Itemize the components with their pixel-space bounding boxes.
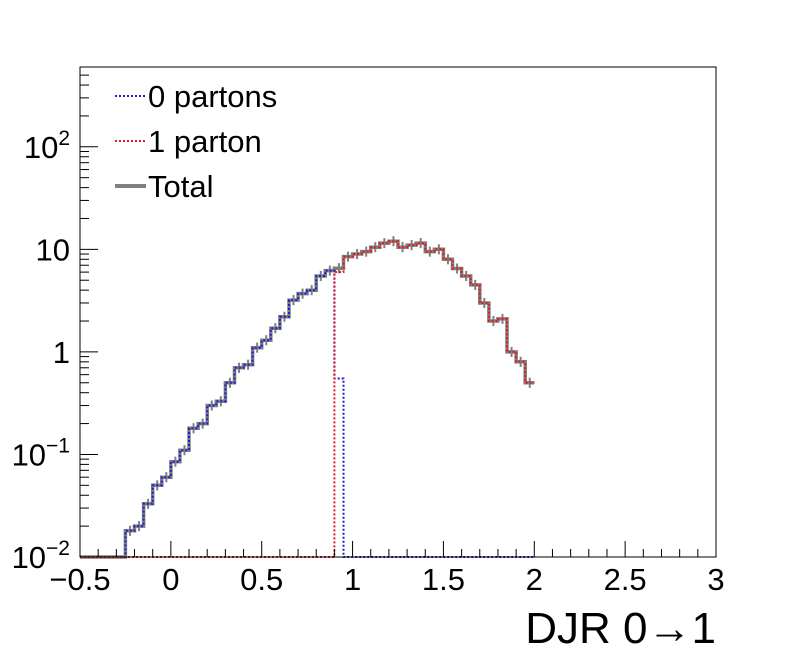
x-tick-label: 0: [162, 562, 179, 597]
x-tick-label: 2.5: [604, 562, 647, 597]
y-axis: 10−2 10−1 1 10 102: [12, 66, 98, 575]
x-tick-label: 1: [344, 562, 361, 597]
x-tick-label: 1.5: [422, 562, 465, 597]
x-tick-label: 2: [526, 562, 543, 597]
plot-frame: [79, 66, 717, 558]
x-tick-label: 3: [707, 562, 724, 597]
legend: 0 partons 1 parton Total: [115, 79, 277, 204]
y-tick-label: 10−1: [12, 434, 70, 472]
y-tick-label: 10: [36, 232, 70, 267]
legend-label-1-parton: 1 parton: [148, 124, 262, 159]
x-axis-label: DJR 0→1: [525, 604, 716, 653]
x-tick-label: 0.5: [240, 562, 283, 597]
legend-label-total: Total: [148, 169, 213, 204]
series-line-total: [80, 239, 535, 559]
y-tick-label: 10−2: [12, 537, 70, 575]
legend-label-0-partons: 0 partons: [148, 79, 277, 114]
y-tick-label: 102: [24, 127, 70, 165]
x-axis: −0.5 0 0.5 1 1.5 2 2.5 3: [49, 541, 725, 597]
x-tick-label: −0.5: [49, 562, 110, 597]
y-tick-label: 1: [53, 335, 70, 370]
